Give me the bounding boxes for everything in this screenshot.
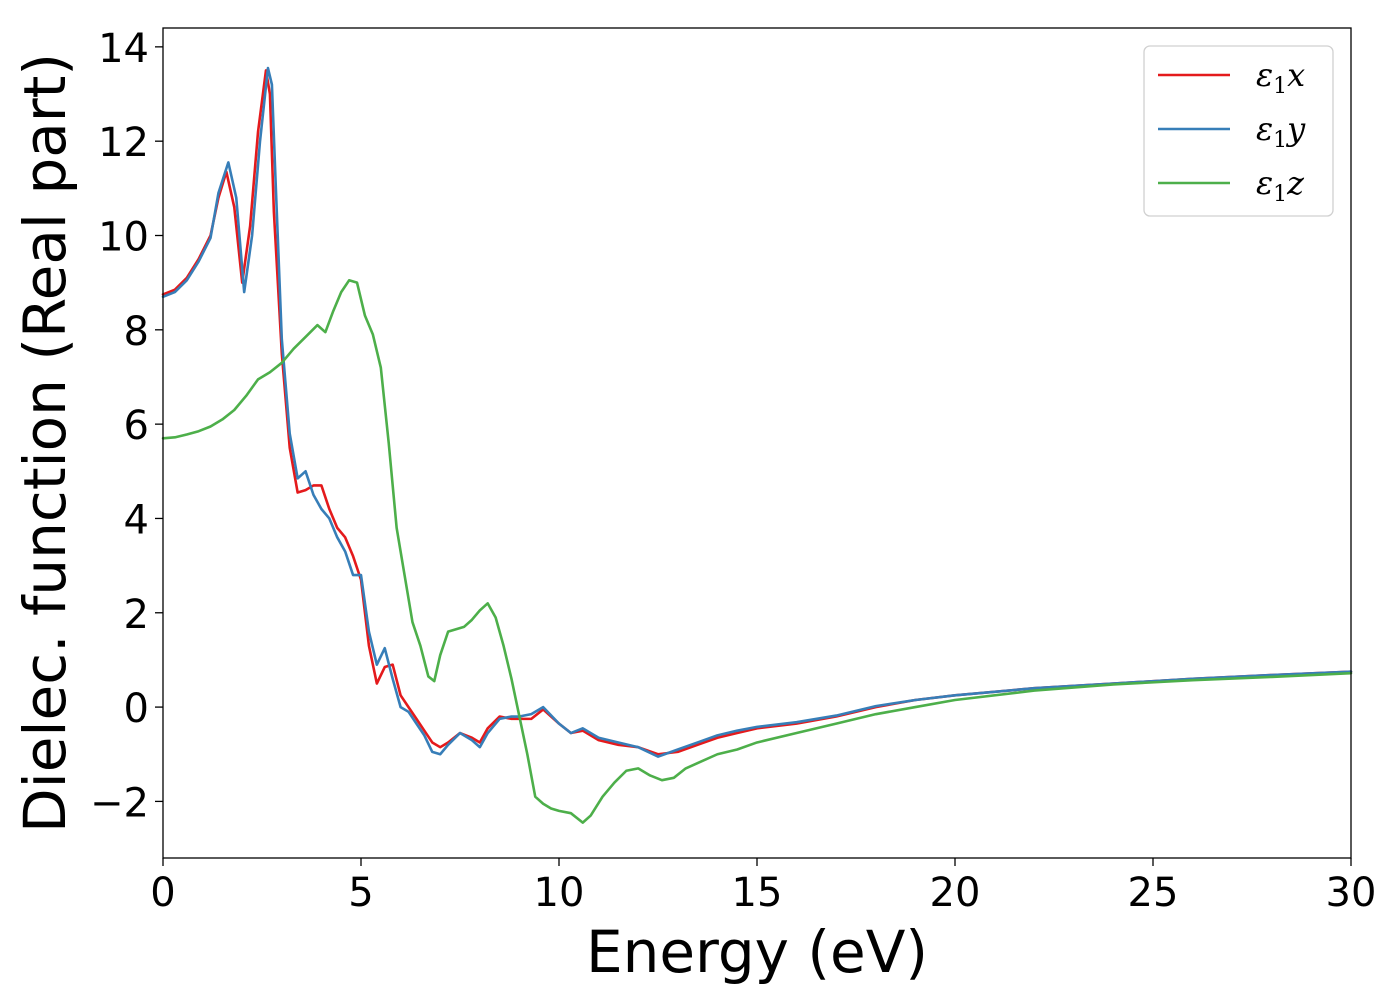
y-tick-label: 4 xyxy=(124,497,149,543)
y-tick-label: 2 xyxy=(124,592,149,638)
y-tick-label: 0 xyxy=(124,686,149,732)
x-tick-label: 20 xyxy=(930,870,981,916)
y-axis-label: Dielec. function (Real part) xyxy=(11,53,79,833)
x-axis-label: Energy (eV) xyxy=(586,918,928,986)
legend-label-z: ε1z xyxy=(1256,164,1305,207)
series-line-y xyxy=(161,66,1353,758)
x-tick-label: 5 xyxy=(348,870,373,916)
y-tick-label: −2 xyxy=(90,780,149,826)
x-tick-label: 15 xyxy=(732,870,783,916)
series-layer xyxy=(161,66,1353,824)
legend-label-y: ε1y xyxy=(1256,110,1306,153)
x-tick-label: 0 xyxy=(150,870,175,916)
series-line-x xyxy=(161,69,1353,756)
legend: ε1x ε1y ε1z xyxy=(1143,45,1334,217)
legend-label-x: ε1x xyxy=(1256,56,1305,99)
x-tick-label: 10 xyxy=(534,870,585,916)
y-tick-label: 14 xyxy=(98,26,149,72)
x-tick-label: 30 xyxy=(1326,870,1377,916)
series-line-z xyxy=(161,279,1353,824)
y-axis: −2 0 2 4 6 8 10 12 14 xyxy=(90,26,163,826)
x-tick-label: 25 xyxy=(1128,870,1179,916)
legend-box xyxy=(1143,45,1334,217)
x-axis: 0 5 10 15 20 25 30 xyxy=(150,858,1376,916)
y-tick-label: 10 xyxy=(98,215,149,261)
y-tick-label: 12 xyxy=(98,120,149,166)
y-tick-label: 8 xyxy=(124,309,149,355)
y-tick-label: 6 xyxy=(124,403,149,449)
